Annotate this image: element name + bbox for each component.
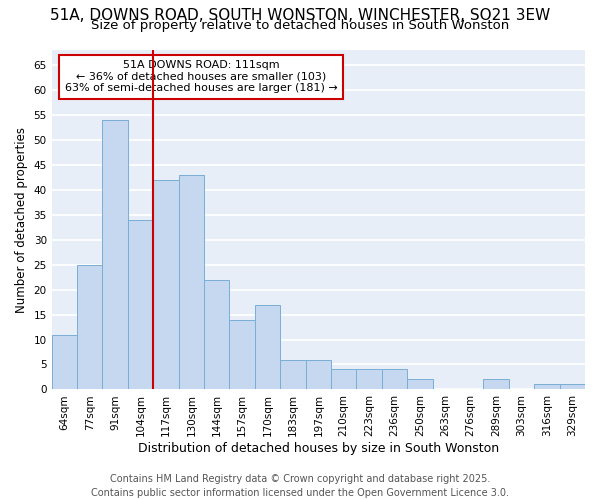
Bar bbox=[179, 175, 204, 390]
Bar bbox=[560, 384, 585, 390]
Bar bbox=[52, 334, 77, 390]
Bar bbox=[128, 220, 153, 390]
Bar bbox=[103, 120, 128, 390]
Bar bbox=[331, 370, 356, 390]
Bar bbox=[229, 320, 255, 390]
Bar bbox=[407, 380, 433, 390]
Y-axis label: Number of detached properties: Number of detached properties bbox=[15, 126, 28, 312]
Text: Contains HM Land Registry data © Crown copyright and database right 2025.
Contai: Contains HM Land Registry data © Crown c… bbox=[91, 474, 509, 498]
Bar bbox=[204, 280, 229, 390]
Bar bbox=[534, 384, 560, 390]
Bar bbox=[280, 360, 305, 390]
X-axis label: Distribution of detached houses by size in South Wonston: Distribution of detached houses by size … bbox=[138, 442, 499, 455]
Text: 51A, DOWNS ROAD, SOUTH WONSTON, WINCHESTER, SO21 3EW: 51A, DOWNS ROAD, SOUTH WONSTON, WINCHEST… bbox=[50, 8, 550, 22]
Text: Size of property relative to detached houses in South Wonston: Size of property relative to detached ho… bbox=[91, 19, 509, 32]
Bar bbox=[382, 370, 407, 390]
Bar bbox=[153, 180, 179, 390]
Bar bbox=[255, 304, 280, 390]
Text: 51A DOWNS ROAD: 111sqm
← 36% of detached houses are smaller (103)
63% of semi-de: 51A DOWNS ROAD: 111sqm ← 36% of detached… bbox=[65, 60, 337, 94]
Bar bbox=[356, 370, 382, 390]
Bar bbox=[484, 380, 509, 390]
Bar bbox=[77, 264, 103, 390]
Bar bbox=[305, 360, 331, 390]
